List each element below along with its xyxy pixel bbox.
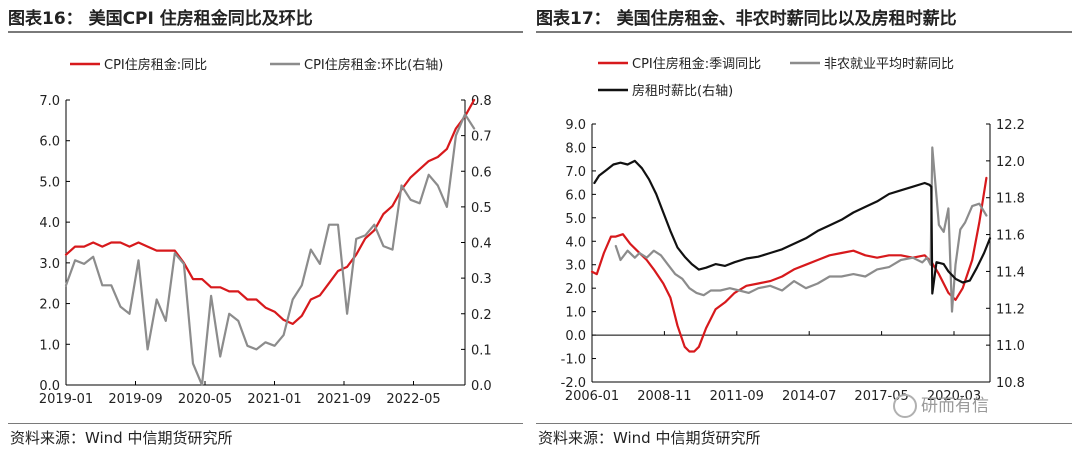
right-x-tick-label: 2014-07 [782,389,836,404]
right-series-line-2 [614,146,988,313]
wechat-icon [893,394,917,418]
right-series-line-3 [593,159,992,295]
right-x-tick-label: 2006-01 [565,389,619,404]
left-chart-title: 图表16： 美国CPI 住房租金同比及环比 [8,9,313,29]
right-y-right-tick-label: 11.0 [996,339,1025,354]
watermark: 研而有信 [893,391,989,418]
right-legend-label-1: CPI住房租金:季调同比 [632,56,761,72]
right-x-tick-label: 2011-09 [710,389,764,404]
left-y-right-tick-label: 0.7 [471,130,492,145]
right-source: 资料来源：Wind 中信期货研究所 [538,429,761,447]
right-legend-label-2: 非农就业平均时薪同比 [824,57,954,72]
right-bottom-rule [536,423,1072,424]
right-y-right-tick-label: 11.2 [996,302,1025,317]
left-series-line-1 [64,98,476,325]
right-y-right-tick-label: 11.6 [996,229,1025,244]
right-y-right-tick-label: 11.8 [996,192,1025,207]
right-y-right-tick-label: 11.4 [996,265,1025,280]
right-y-right-tick-label: 12.2 [996,118,1025,133]
left-y-left-tick-label: 2.0 [39,298,60,313]
right-y-left-tick-label: 2.0 [565,282,586,297]
left-y-left-tick-label: 1.0 [39,338,60,353]
left-chart: 0.0 1.0 2.0 3.0 4.0 5.0 6.0 7.0 0.0 0.1 0.2 0.3 0.4 0… [39,57,492,407]
right-y-left-tick-label: 9.0 [565,118,586,133]
left-y-left-tick-label: 5.0 [39,175,60,190]
right-y-left-tick-label: 0.0 [565,329,586,344]
right-y-left-tick-label: 5.0 [565,212,586,227]
right-legend-label-3: 房租时薪比(右轴) [632,83,733,99]
left-y-right-tick-label: 0.8 [471,94,492,109]
right-y-left-tick-label: 6.0 [565,188,586,203]
left-series-line-2 [64,113,476,387]
right-y-left-tick-label: 1.0 [565,306,586,321]
left-y-right-tick-label: 0.5 [471,201,492,216]
left-y-left-tick-label: 3.0 [39,257,60,272]
left-y-right-tick-label: 0.0 [471,379,492,394]
left-x-tick-label: 2022-05 [386,392,440,407]
right-y-left-tick-label: 8.0 [565,141,586,156]
left-x-tick-label: 2021-09 [317,392,371,407]
left-y-left-tick-label: 0.0 [39,379,60,394]
right-x-tick-label: 2008-11 [637,389,691,404]
left-title-rule [8,31,523,33]
right-y-left-tick-label: 3.0 [565,259,586,274]
right-chart: -2.0 -1.0 0.0 1.0 2.0 3.0 4.0 5.0 6.0 7.0 8.0 9.0 10… [561,56,1025,404]
left-source: 资料来源：Wind 中信期货研究所 [10,429,233,447]
right-x-tick-label: 2020-03 [927,389,981,404]
left-y-right-tick-label: 0.4 [471,237,492,252]
left-x-tick-label: 2019-01 [39,392,93,407]
right-y-left-tick-label: -1.0 [561,353,586,368]
left-x-tick-label: 2021-01 [247,392,301,407]
left-legend-label-1: CPI住房租金:同比 [104,57,207,73]
right-series-line-1 [590,176,988,353]
left-y-left-tick-label: 4.0 [39,216,60,231]
right-y-left-tick-label: -2.0 [561,376,586,391]
left-y-right-tick-label: 0.3 [471,272,492,287]
left-y-right-tick-label: 0.1 [471,343,492,358]
watermark-text: 研而有信 [921,396,989,416]
left-bottom-rule [8,423,523,424]
left-y-right-tick-label: 0.2 [471,308,492,323]
right-y-right-tick-label: 12.0 [996,155,1025,170]
left-legend-label-2: CPI住房租金:环比(右轴) [304,57,443,73]
right-y-right-tick-label: 10.8 [996,376,1025,391]
right-y-left-tick-label: 7.0 [565,165,586,180]
right-chart-title: 图表17： 美国住房租金、非农时薪同比以及房租时薪比 [536,9,957,29]
right-y-left-tick-label: 4.0 [565,235,586,250]
right-title-rule [536,31,1072,33]
left-y-right-tick-label: 0.6 [471,165,492,180]
left-x-tick-label: 2019-09 [108,392,162,407]
left-y-left-tick-label: 6.0 [39,135,60,150]
left-y-left-tick-label: 7.0 [39,94,60,109]
left-x-tick-label: 2020-05 [178,392,232,407]
